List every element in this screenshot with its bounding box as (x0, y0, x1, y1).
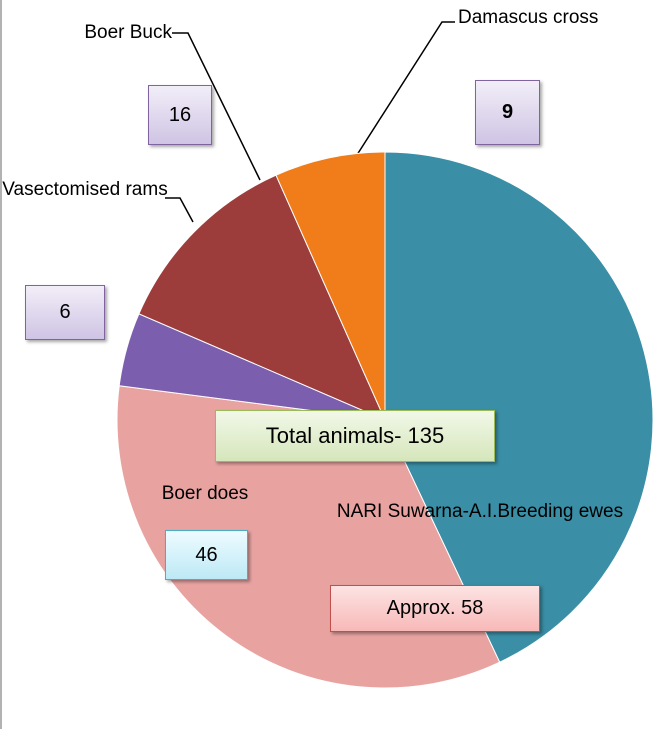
value-label: 16 (148, 85, 212, 145)
leader-line (165, 197, 194, 223)
pie-slice (275, 151, 386, 421)
leader-line (172, 32, 261, 181)
leader-line (354, 21, 455, 159)
value-label: 46 (165, 530, 248, 580)
pie-slice (138, 174, 386, 421)
value-label: Approx. 58 (330, 585, 540, 632)
slices (116, 151, 654, 689)
slice-label: Boer Buck (84, 22, 172, 43)
slice-label: Damascus cross (458, 7, 599, 28)
value-label: 9 (475, 80, 540, 145)
value-label: 6 (25, 285, 105, 340)
slice-label: Vasectomised rams (2, 179, 168, 200)
slice-label: Boer does (161, 483, 249, 504)
slice-label: NARI Suwarna-A.I.Breeding ewes (336, 501, 624, 522)
pie-slice (384, 151, 654, 663)
annotation: Total animals- 135 (215, 410, 495, 462)
